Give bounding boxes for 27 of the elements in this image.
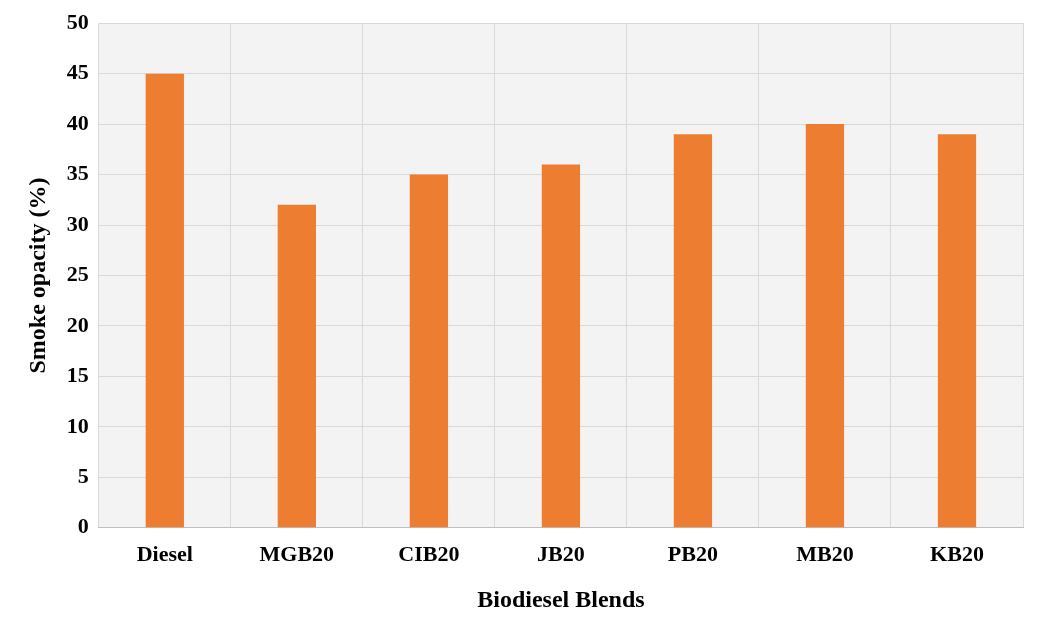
x-tick-label: Diesel bbox=[136, 540, 193, 566]
bar bbox=[409, 174, 449, 528]
y-tick-label: 15 bbox=[66, 362, 89, 388]
x-tick-label: JB20 bbox=[537, 540, 585, 566]
y-tick-label: 10 bbox=[66, 412, 89, 438]
bar bbox=[937, 134, 977, 528]
x-tick-label: CIB20 bbox=[398, 540, 460, 566]
y-tick-label: 5 bbox=[77, 463, 89, 489]
y-tick-label: 30 bbox=[66, 210, 89, 236]
x-tick-label: MB20 bbox=[796, 540, 854, 566]
y-tick-label: 0 bbox=[77, 513, 89, 539]
x-tick-label: KB20 bbox=[930, 540, 984, 566]
bar bbox=[805, 124, 845, 528]
y-tick-label: 45 bbox=[66, 59, 89, 85]
y-axis-title: Smoke opacity (%) bbox=[23, 177, 50, 374]
y-tick-label: 35 bbox=[66, 160, 89, 186]
bar bbox=[145, 73, 184, 528]
bar bbox=[673, 134, 713, 528]
x-axis-title: Biodiesel Blends bbox=[477, 585, 645, 612]
bar bbox=[277, 204, 316, 528]
x-tick-label: MGB20 bbox=[259, 540, 335, 566]
y-tick-label: 50 bbox=[66, 8, 89, 34]
bar bbox=[541, 164, 581, 528]
y-tick-label: 20 bbox=[66, 311, 89, 337]
y-tick-label: 40 bbox=[66, 109, 89, 135]
y-tick-label: 25 bbox=[66, 261, 89, 287]
x-tick-label: PB20 bbox=[667, 540, 718, 566]
